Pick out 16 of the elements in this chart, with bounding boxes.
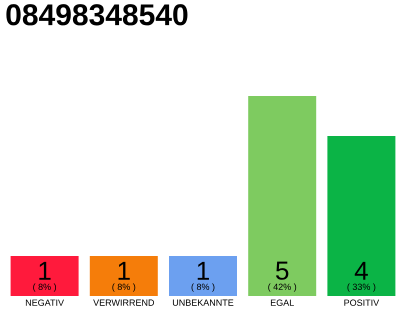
x-tick-label: VERWIRREND	[93, 300, 154, 306]
data-label: 1	[118, 262, 130, 280]
data-label: 1	[198, 262, 209, 280]
annotation: ( 8% )	[33, 283, 56, 292]
x-tick-label: UNBEKANNTE	[172, 300, 234, 306]
x-tick-label: NEGATIV	[26, 300, 64, 306]
data-label: 4	[354, 262, 368, 280]
annotation: ( 33% )	[347, 283, 376, 292]
annotation: ( 42% )	[268, 283, 296, 292]
x-tick-label: EGAL	[270, 300, 294, 306]
data-label: 5	[276, 262, 288, 280]
data-label: 1	[39, 262, 51, 280]
chart-title: 08498348540	[6, 4, 188, 26]
annotation: ( 8% )	[112, 283, 136, 292]
x-tick-label: POSITIV	[344, 300, 380, 306]
annotation: ( 8% )	[192, 283, 214, 292]
